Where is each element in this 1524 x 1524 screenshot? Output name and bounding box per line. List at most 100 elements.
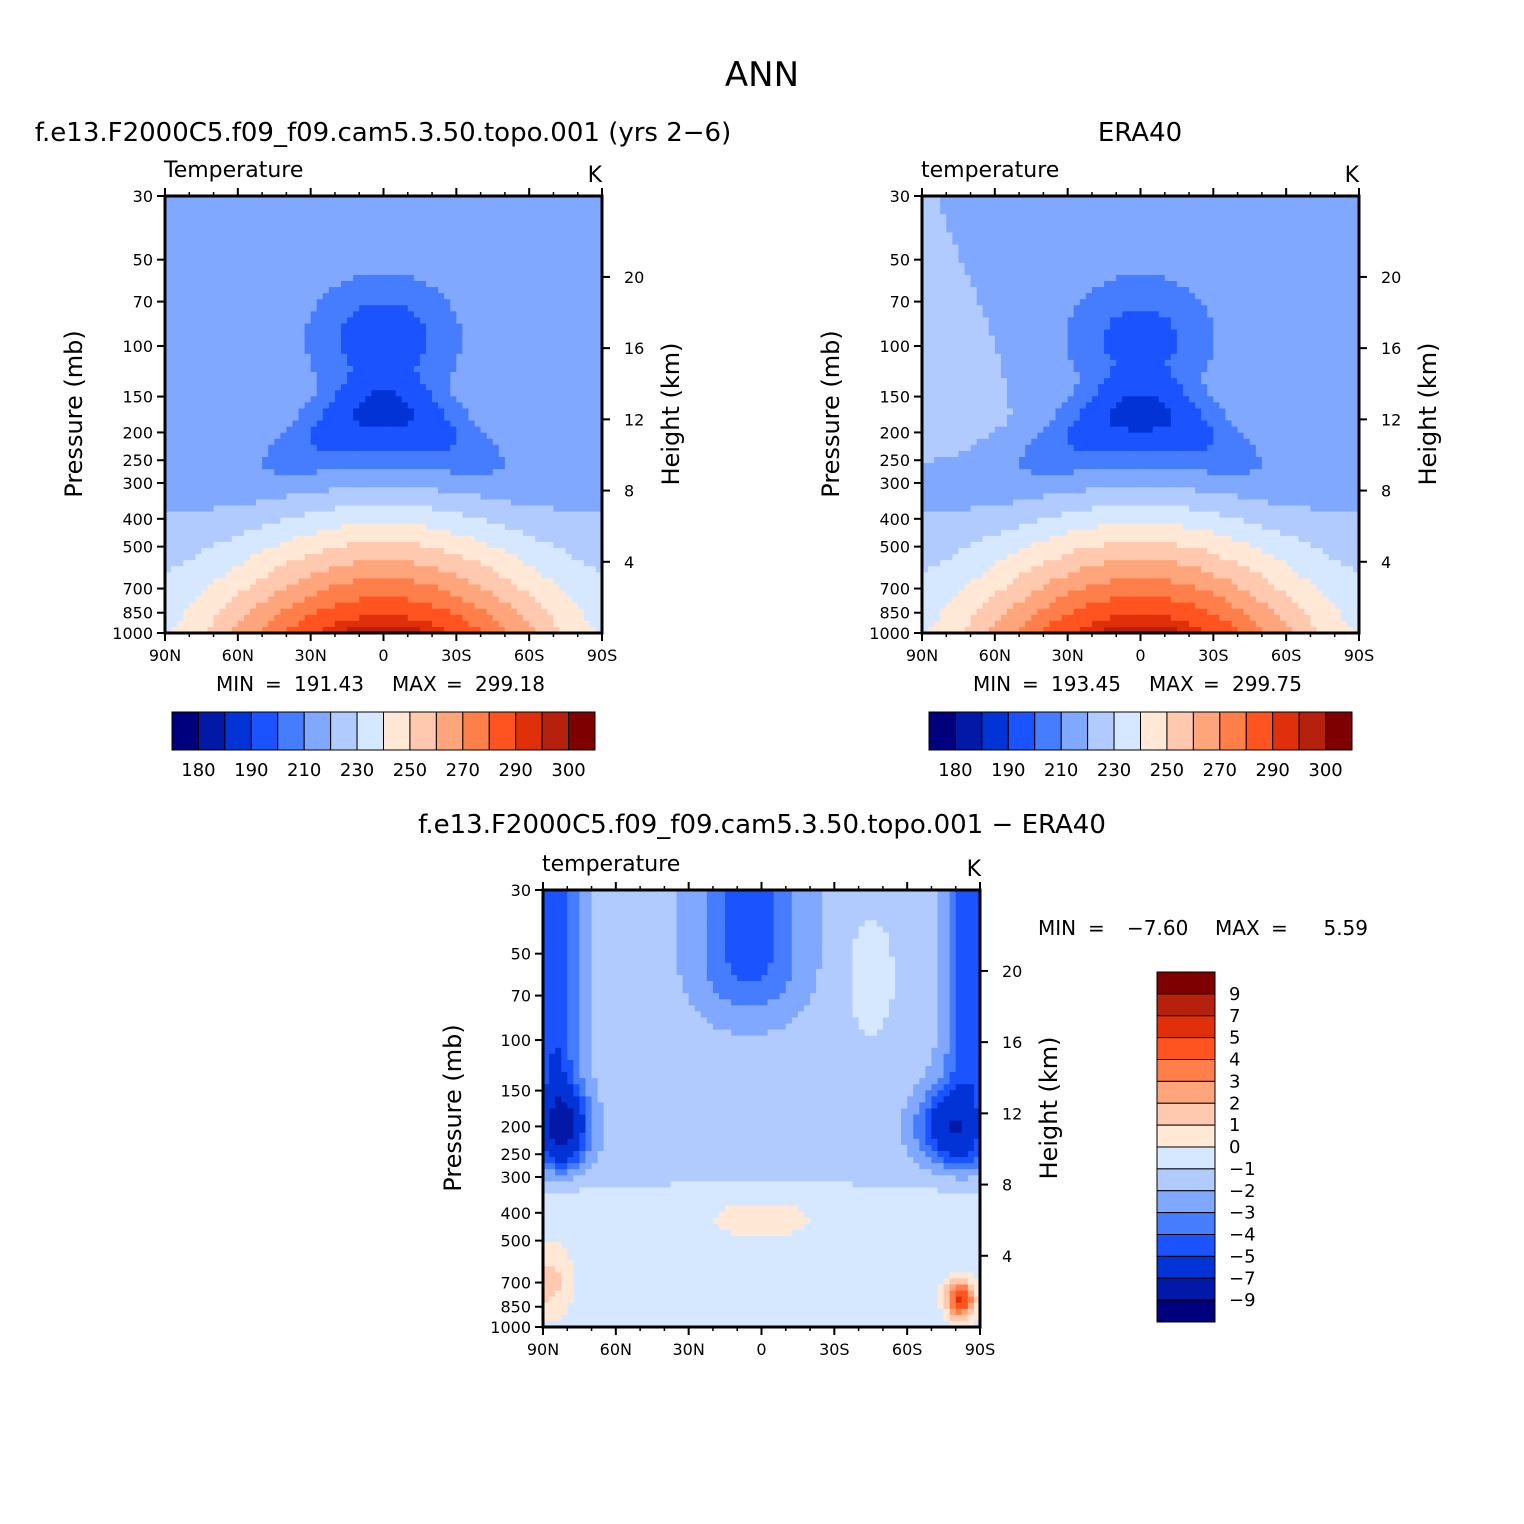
- contour-cell: [359, 523, 366, 531]
- contour-cell: [510, 396, 518, 403]
- contour-cell: [219, 620, 227, 628]
- contour-cell: [328, 390, 336, 397]
- contour-cell: [365, 274, 372, 282]
- contour-cell: [322, 287, 330, 294]
- contour-cell: [498, 293, 506, 300]
- contour-cell: [492, 280, 500, 288]
- contour-cell: [444, 463, 451, 470]
- contour-cell: [207, 548, 215, 555]
- contour-cell: [249, 529, 257, 537]
- contour-cell: [413, 244, 421, 252]
- contour-cell: [280, 208, 287, 215]
- contour-cell: [213, 481, 221, 488]
- contour-cell: [486, 608, 494, 616]
- contour-cell: [195, 274, 203, 282]
- contour-cell: [219, 584, 227, 592]
- contour-cell: [432, 420, 439, 428]
- contour-cell: [328, 426, 336, 434]
- contour-cell: [419, 299, 427, 306]
- contour-cell: [347, 596, 354, 604]
- contour-cell: [365, 293, 372, 300]
- contour-cell: [389, 535, 397, 543]
- contour-cell: [171, 202, 178, 209]
- contour-cell: [510, 262, 518, 270]
- contour-cell: [450, 566, 457, 573]
- contour-cell: [256, 402, 263, 410]
- contour-cell: [189, 596, 196, 604]
- contour-cell: [462, 287, 470, 294]
- contour-cell: [395, 517, 403, 525]
- contour-cell: [237, 220, 245, 227]
- contour-cell: [207, 402, 215, 410]
- contour-cell: [371, 347, 379, 355]
- contour-cell: [371, 529, 379, 537]
- contour-cell: [183, 305, 190, 312]
- contour-cell: [201, 572, 209, 579]
- contour-cell: [328, 608, 336, 616]
- contour-cell: [389, 584, 397, 592]
- contour-cell: [213, 299, 221, 306]
- contour-cell: [371, 372, 379, 379]
- contour-cell: [219, 329, 227, 337]
- contour-cell: [353, 329, 360, 337]
- contour-cell: [547, 517, 555, 525]
- contour-cell: [262, 232, 269, 240]
- contour-cell: [498, 396, 506, 403]
- contour-cell: [237, 602, 245, 610]
- contour-cell: [365, 299, 372, 306]
- contour-cell: [328, 365, 336, 373]
- contour-cell: [231, 244, 239, 252]
- contour-cell: [492, 232, 500, 240]
- contour-cell: [450, 578, 457, 586]
- contour-cell: [225, 572, 233, 579]
- contour-cell: [468, 202, 476, 209]
- contour-cell: [243, 208, 251, 215]
- contour-cell: [377, 517, 385, 525]
- contour-cell: [450, 554, 457, 561]
- contour-cell: [231, 481, 239, 488]
- contour-cell: [498, 365, 506, 373]
- contour-cell: [274, 554, 281, 561]
- contour-cell: [438, 493, 445, 501]
- contour-cell: [438, 287, 445, 294]
- contour-cell: [444, 487, 451, 494]
- contour-cell: [395, 353, 403, 361]
- contour-cell: [480, 323, 488, 331]
- contour-cell: [286, 214, 294, 221]
- contour-cell: [322, 414, 330, 422]
- contour-cell: [432, 335, 439, 343]
- contour-cell: [286, 541, 294, 549]
- contour-cell: [262, 517, 269, 525]
- contour-cell: [183, 590, 190, 598]
- contour-cell: [432, 347, 439, 355]
- contour-cell: [171, 268, 178, 276]
- contour-cell: [268, 378, 275, 385]
- contour-cell: [207, 396, 215, 403]
- contour-cell: [177, 529, 184, 537]
- contour-cell: [438, 578, 445, 586]
- contour-cell: [553, 475, 561, 482]
- contour-cell: [353, 287, 360, 294]
- contour-cell: [523, 438, 530, 446]
- contour-cell: [498, 517, 506, 525]
- contour-cell: [237, 256, 245, 264]
- contour-cell: [316, 517, 324, 525]
- contour-cell: [450, 456, 457, 464]
- contour-cell: [322, 232, 330, 240]
- contour-cell: [432, 511, 439, 519]
- contour-cell: [268, 202, 275, 209]
- contour-cell: [328, 359, 336, 367]
- contour-cell: [201, 329, 209, 337]
- contour-cell: [395, 602, 403, 610]
- contour-cell: [353, 396, 360, 403]
- contour-cell: [189, 590, 196, 598]
- contour-cell: [310, 456, 318, 464]
- contour-cell: [249, 311, 257, 318]
- contour-cell: [565, 323, 573, 331]
- contour-cell: [535, 469, 542, 476]
- contour-cell: [225, 469, 233, 476]
- contour-cell: [565, 535, 573, 543]
- contour-cell: [298, 590, 306, 598]
- contour-cell: [559, 250, 567, 258]
- contour-cell: [365, 608, 372, 616]
